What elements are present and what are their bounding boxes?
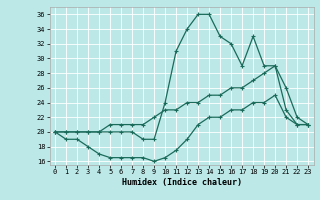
X-axis label: Humidex (Indice chaleur): Humidex (Indice chaleur): [122, 178, 242, 187]
